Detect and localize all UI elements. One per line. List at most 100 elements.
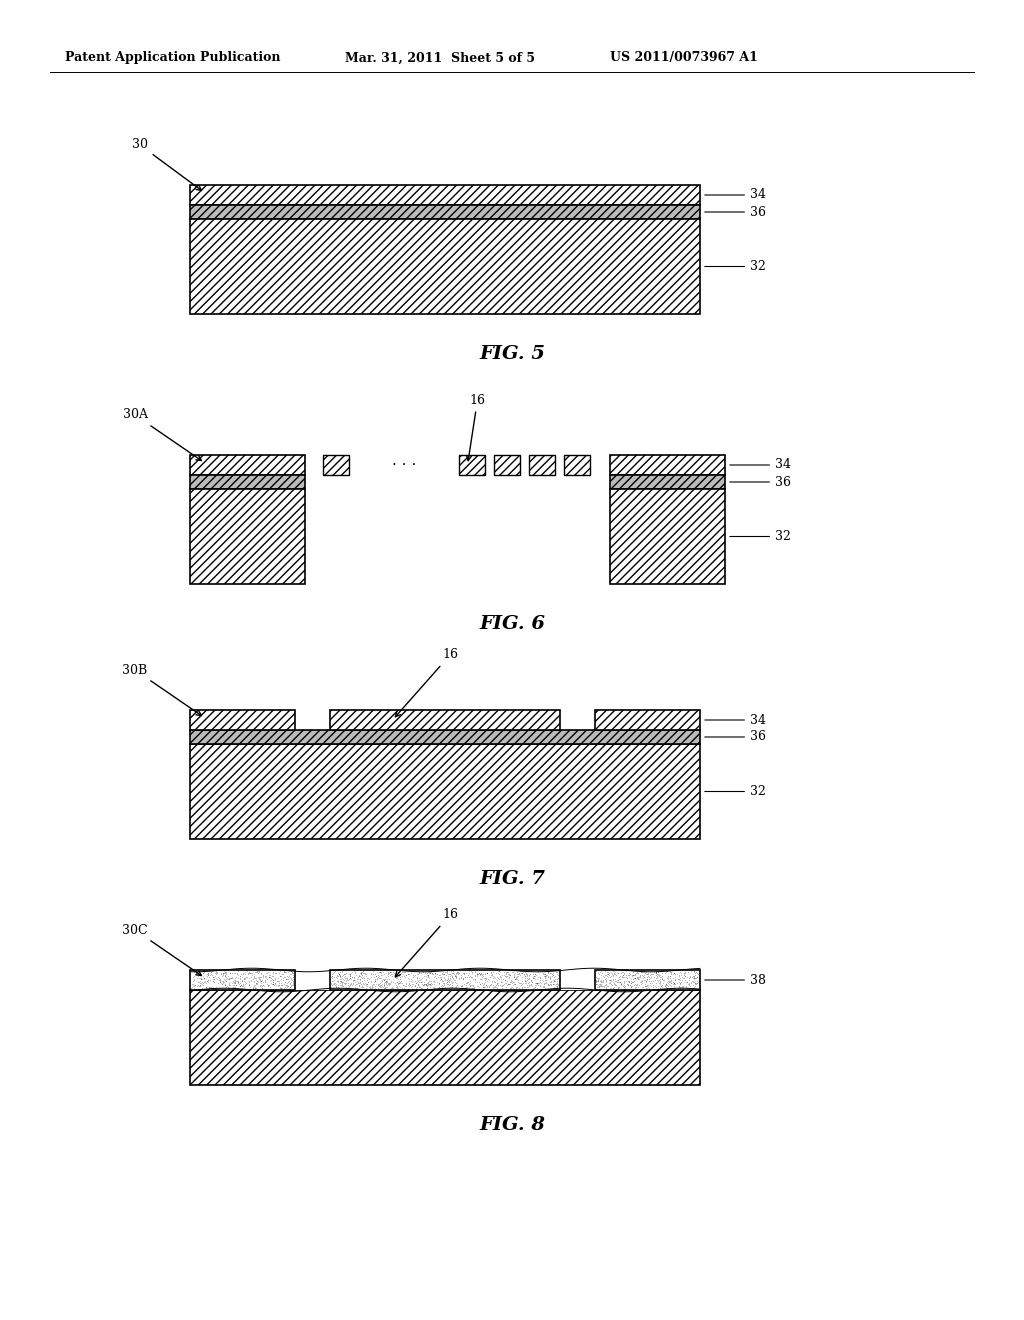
Point (395, 961, 412, 982)
Point (268, 962, 285, 983)
Point (234, 975, 251, 997)
Point (239, 961, 255, 982)
Point (651, 977, 668, 998)
Point (222, 974, 239, 995)
Point (648, 961, 665, 982)
Point (281, 961, 297, 982)
Point (330, 974, 346, 995)
Point (598, 968, 614, 989)
Point (630, 968, 646, 989)
Point (250, 972, 266, 993)
Point (527, 973, 544, 994)
Point (253, 962, 269, 983)
Point (202, 965, 218, 986)
Point (404, 974, 421, 995)
Point (391, 966, 408, 987)
Point (689, 978, 706, 999)
Point (662, 970, 678, 991)
Point (201, 966, 217, 987)
Point (379, 972, 395, 993)
Point (336, 964, 352, 985)
Point (429, 972, 445, 993)
Point (506, 966, 522, 987)
Point (662, 972, 678, 993)
Text: FIG. 8: FIG. 8 (479, 1115, 545, 1134)
Point (389, 966, 406, 987)
Point (455, 962, 471, 983)
Point (512, 964, 528, 985)
Point (633, 961, 649, 982)
Point (466, 978, 482, 999)
Point (681, 973, 697, 994)
Point (627, 973, 643, 994)
Point (230, 968, 247, 989)
Point (500, 961, 516, 982)
Point (477, 970, 494, 991)
Point (663, 973, 679, 994)
Point (523, 974, 540, 995)
Point (605, 973, 622, 994)
Point (521, 974, 538, 995)
Point (509, 964, 525, 985)
Bar (610, 475, 725, 488)
Point (536, 975, 552, 997)
Point (185, 969, 202, 990)
Point (523, 961, 540, 982)
Point (617, 961, 634, 982)
Point (436, 977, 453, 998)
Point (237, 969, 253, 990)
Point (685, 972, 701, 993)
Point (475, 977, 492, 998)
Point (332, 965, 348, 986)
Point (514, 968, 530, 989)
Point (603, 974, 620, 995)
Point (204, 965, 220, 986)
Point (625, 965, 641, 986)
Point (413, 978, 429, 999)
Point (630, 966, 646, 987)
Point (406, 978, 422, 999)
Point (221, 962, 238, 983)
Point (261, 965, 278, 986)
Point (413, 961, 429, 982)
Point (421, 968, 437, 989)
Point (541, 975, 557, 997)
Point (274, 978, 291, 999)
Point (651, 973, 668, 994)
Point (483, 962, 500, 983)
Point (207, 962, 223, 983)
Point (340, 969, 356, 990)
Point (508, 968, 524, 989)
Point (647, 962, 664, 983)
Point (339, 978, 355, 999)
Point (487, 975, 504, 997)
Point (434, 970, 451, 991)
Point (435, 961, 452, 982)
Point (276, 977, 293, 998)
Point (512, 973, 528, 994)
Point (346, 974, 362, 995)
Point (590, 970, 606, 991)
Point (537, 973, 553, 994)
Point (602, 973, 618, 994)
Point (406, 973, 422, 994)
Point (673, 962, 689, 983)
Point (550, 964, 566, 985)
Point (283, 968, 299, 989)
Point (378, 975, 394, 997)
Point (595, 972, 611, 993)
Point (603, 977, 620, 998)
Point (545, 972, 561, 993)
Point (336, 966, 352, 987)
Point (485, 972, 502, 993)
Point (551, 968, 567, 989)
Point (623, 973, 639, 994)
Point (343, 974, 359, 995)
Text: 16: 16 (395, 648, 458, 717)
Point (672, 977, 688, 998)
Point (440, 975, 457, 997)
Point (614, 965, 631, 986)
Point (519, 969, 536, 990)
Point (588, 974, 604, 995)
Point (358, 978, 375, 999)
